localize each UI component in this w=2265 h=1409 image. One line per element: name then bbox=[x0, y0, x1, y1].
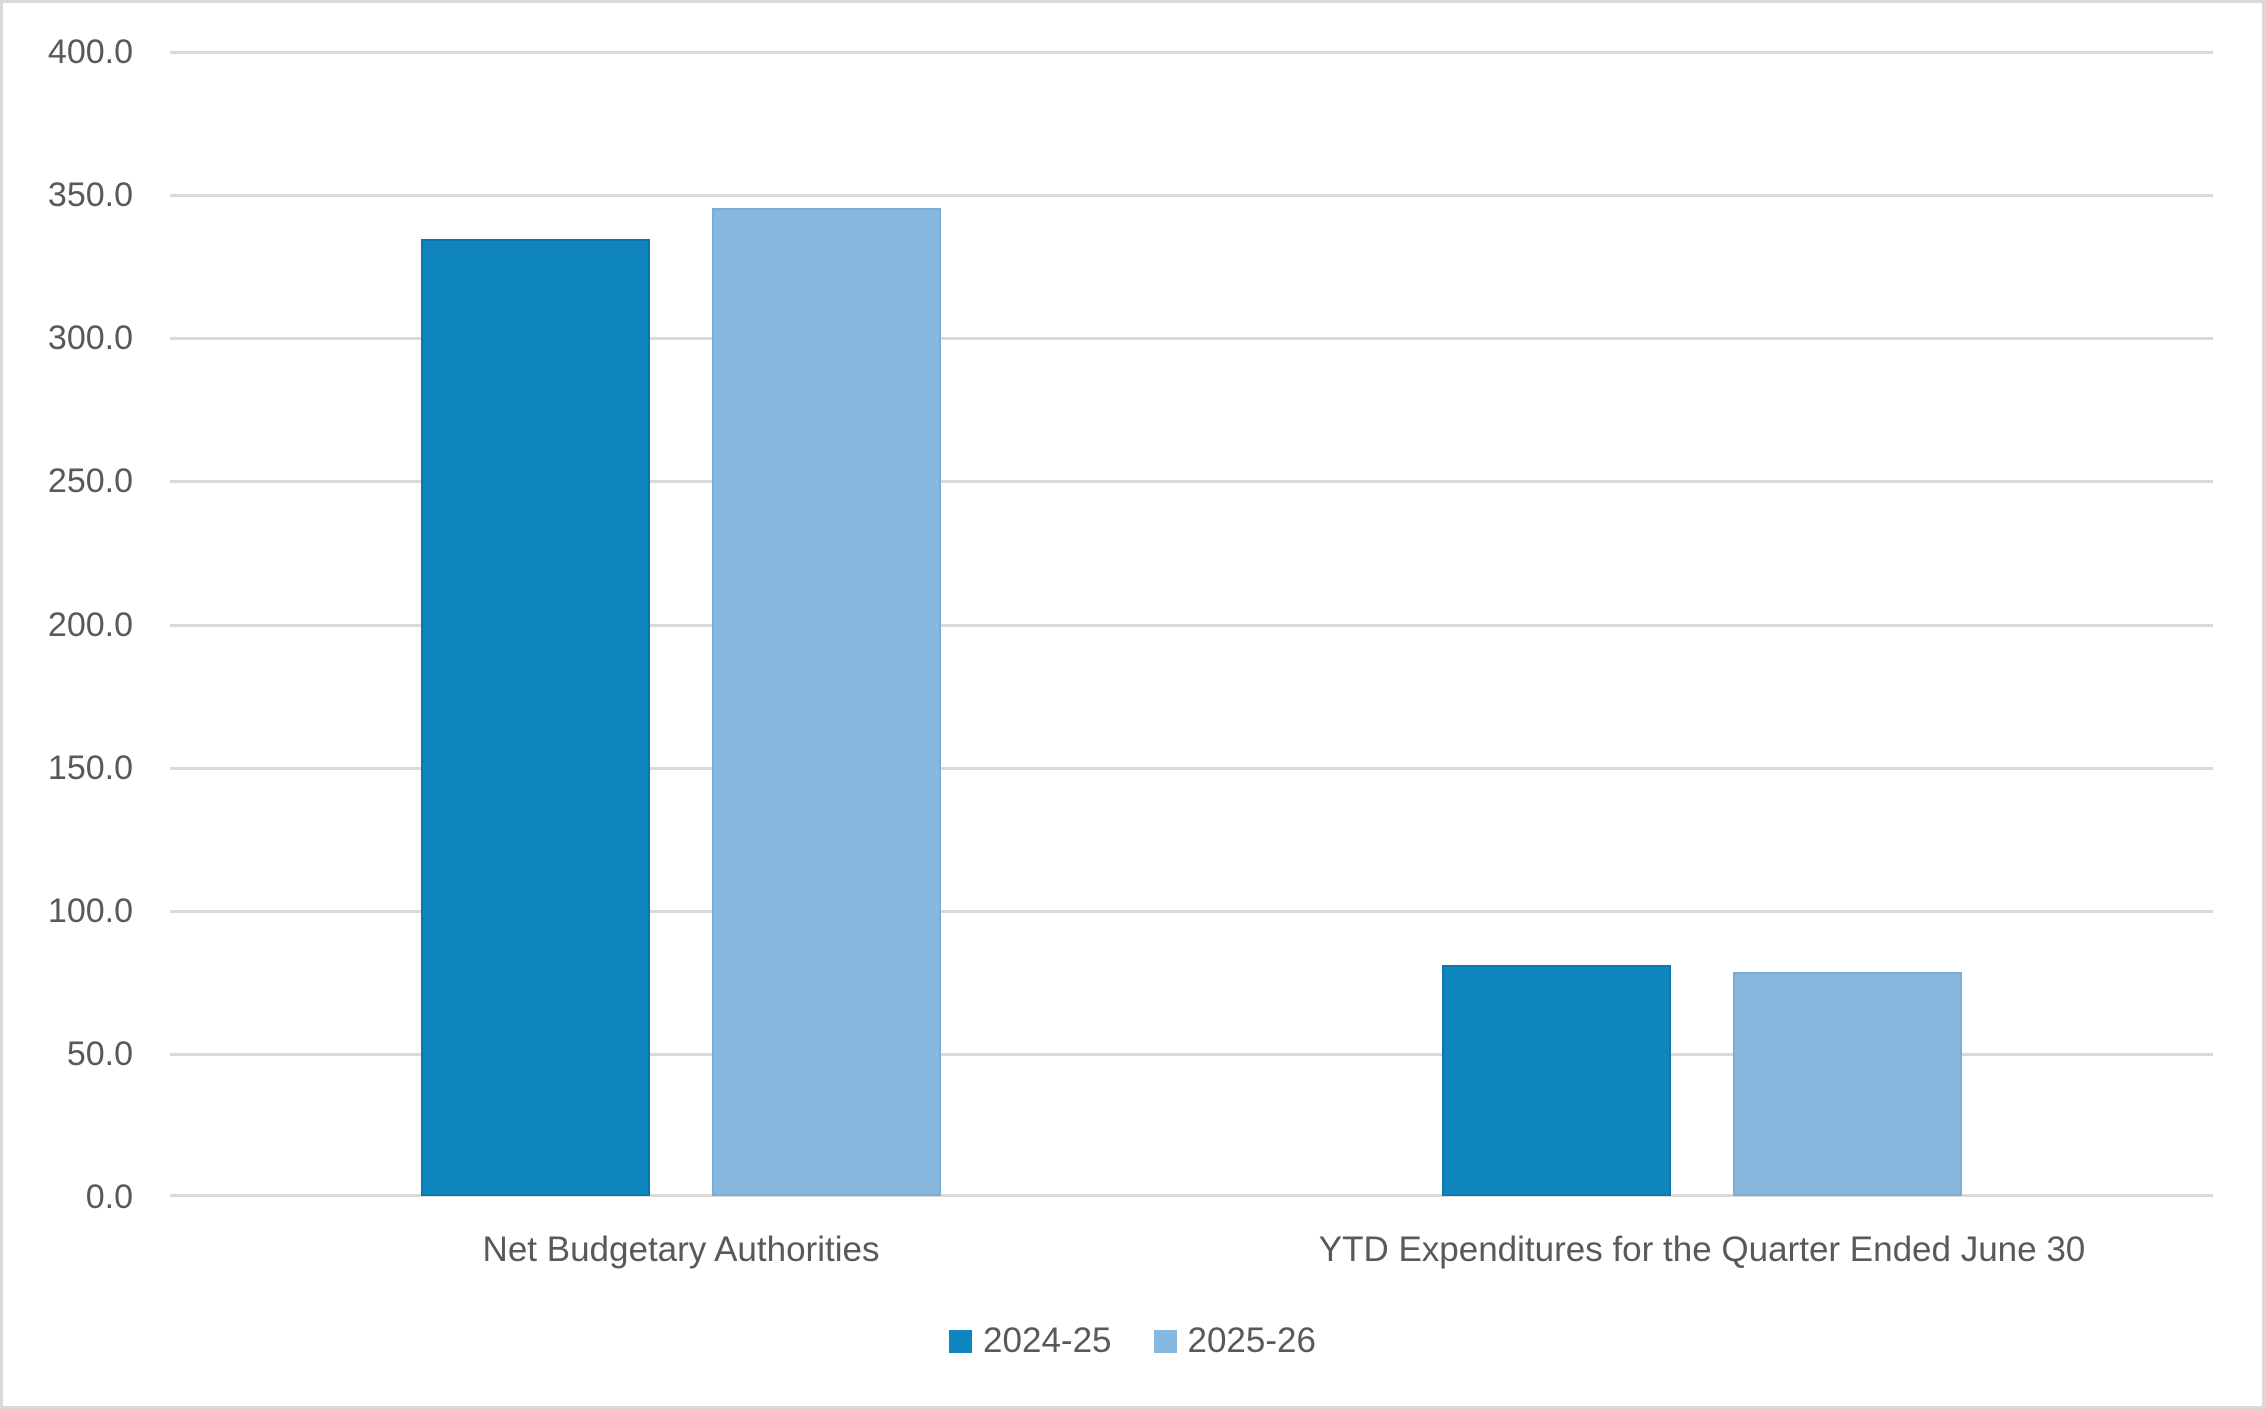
gridline-350 bbox=[170, 194, 2213, 197]
legend-swatch-2025-26 bbox=[1153, 1329, 1177, 1353]
gridline-300 bbox=[170, 337, 2213, 340]
y-tick-label-250.0: 250.0 bbox=[47, 462, 133, 500]
y-tick-label-150.0: 150.0 bbox=[47, 749, 133, 787]
gridline-150 bbox=[170, 767, 2213, 770]
bar-2025-26-category-0 bbox=[712, 208, 941, 1196]
gridline-400 bbox=[170, 51, 2213, 54]
y-tick-label-300.0: 300.0 bbox=[47, 319, 133, 357]
y-tick-label-400.0: 400.0 bbox=[47, 33, 133, 71]
gridline-250 bbox=[170, 480, 2213, 483]
legend-swatch-2024-25 bbox=[949, 1329, 973, 1353]
legend-label-2024-25: 2024-25 bbox=[983, 1321, 1112, 1360]
gridline-200 bbox=[170, 624, 2213, 627]
legend-item-2024-25: 2024-25 bbox=[949, 1321, 1112, 1361]
legend-item-2025-26: 2025-26 bbox=[1153, 1321, 1316, 1361]
legend-label-2025-26: 2025-26 bbox=[1187, 1321, 1316, 1360]
category-label-0: Net Budgetary Authorities bbox=[482, 1230, 880, 1269]
category-label-1: YTD Expenditures for the Quarter Ended J… bbox=[1318, 1230, 2086, 1269]
y-tick-label-0.0: 0.0 bbox=[85, 1178, 133, 1216]
bar-2024-25-category-1 bbox=[1442, 965, 1671, 1196]
bar-2024-25-category-0 bbox=[421, 239, 650, 1196]
plot-area bbox=[170, 51, 2213, 1197]
y-tick-label-100.0: 100.0 bbox=[47, 892, 133, 930]
y-tick-label-350.0: 350.0 bbox=[47, 176, 133, 214]
y-tick-label-200.0: 200.0 bbox=[47, 606, 133, 644]
legend: 2024-25 2025-26 bbox=[3, 1321, 2262, 1361]
gridline-50 bbox=[170, 1053, 2213, 1056]
y-tick-label-50.0: 50.0 bbox=[66, 1035, 133, 1073]
bar-2025-26-category-1 bbox=[1733, 972, 1962, 1196]
gridline-100 bbox=[170, 910, 2213, 913]
gridline-0 bbox=[170, 1194, 2213, 1197]
